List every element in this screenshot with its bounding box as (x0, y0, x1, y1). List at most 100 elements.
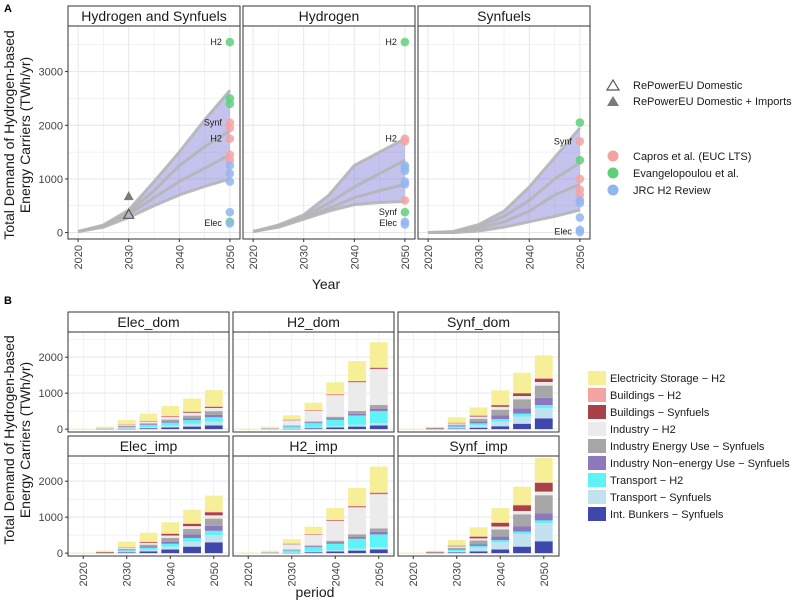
bar-segment-transport-h2-2050 (369, 534, 388, 548)
bar-segment-transport-synfuels-2025 (261, 428, 279, 430)
bar-segment-industry-non-energy-use-synfuels-2035 (304, 546, 323, 548)
bar-segment-int-bunkers-synfuels-2050 (369, 549, 388, 554)
bar-segment-industry-non-energy-use-synfuels-2030 (447, 425, 466, 427)
panel-b-ylabel-line1: Total Demand of Hydrogen-based (1, 335, 17, 544)
bar-segment-industry-non-energy-use-synfuels-2045 (183, 418, 201, 421)
bar-segment-transport-h2-2050 (369, 411, 388, 424)
bar-segment-transport-h2-2035 (469, 545, 488, 548)
bar-segment-buildings-h2-2030 (282, 419, 301, 421)
x-tick-label: 2040 (174, 245, 186, 269)
bar-segment-transport-synfuels-2050 (534, 408, 553, 419)
bar-segment-electricity-storage-h2-2025 (261, 426, 279, 428)
point-jrc (225, 177, 235, 186)
bar-segment-int-bunkers-synfuels-2045 (348, 426, 366, 430)
bar-segment-electricity-storage-h2-2020 (74, 552, 93, 554)
bar-segment-industry-h2-2025 (261, 551, 279, 553)
panel-a-label: A (4, 3, 12, 15)
bar-segment-transport-h2-2030 (282, 426, 301, 429)
swatch-int-bunkers-synfuels (588, 507, 606, 521)
point-jrc (575, 198, 585, 208)
x-tick-label: 2040 (330, 562, 342, 586)
bar-segment-industry-energy-use-synfuels-2050 (369, 528, 388, 532)
point-evangelopoulou (225, 99, 235, 109)
bar-segment-transport-synfuels-2050 (204, 421, 223, 426)
panel-b-ylabel: Total Demand of Hydrogen-based Energy Ca… (1, 335, 33, 544)
bar-segment-buildings-h2-2030 (447, 422, 466, 424)
bar-segment-electricity-storage-h2-2050 (369, 342, 388, 368)
bar-segment-industry-energy-use-synfuels-2040 (161, 538, 180, 542)
bar-segment-buildings-synfuels-2050 (204, 512, 223, 516)
bar-segment-industry-h2-2030 (117, 424, 136, 426)
bar-segment-int-bunkers-synfuels-2035 (139, 551, 158, 554)
point-jrc (225, 207, 235, 217)
bar-segment-industry-energy-use-synfuels-2035 (469, 540, 488, 545)
bar-segment-industry-energy-use-synfuels-2030 (117, 548, 136, 550)
bar-segment-industry-energy-use-synfuels-2040 (326, 416, 345, 419)
bar-segment-electricity-storage-h2-2040 (326, 382, 345, 395)
x-tick-label: 2050 (209, 562, 221, 586)
bar-segment-industry-h2-2040 (161, 535, 180, 539)
bar-segment-industry-h2-2025 (96, 428, 114, 429)
bar-segment-buildings-h2-2035 (469, 415, 488, 416)
bar-segment-electricity-storage-h2-2040 (161, 406, 180, 417)
point-capros (400, 137, 410, 146)
annotation-h2: H2 (210, 37, 222, 47)
open-triangle-icon (605, 78, 621, 91)
bar-segment-industry-non-energy-use-synfuels-2030 (282, 549, 301, 551)
panel-border (417, 25, 591, 240)
y-tick-label: 2000 (39, 120, 63, 132)
bar-segment-industry-h2-2025 (261, 427, 279, 429)
bar-segment-electricity-storage-h2-2035 (469, 407, 488, 416)
scenario-line-4 (77, 89, 232, 233)
bar-segment-industry-h2-2030 (282, 419, 301, 426)
bar-segment-buildings-h2-2040 (326, 394, 345, 395)
x-tick-label: 2020 (73, 245, 85, 269)
y-tick-label: 1000 (39, 512, 63, 524)
bar-segment-industry-energy-use-synfuels-2030 (117, 425, 136, 427)
bar-segment-electricity-storage-h2-2020 (239, 552, 258, 554)
bar-segment-transport-synfuels-2030 (282, 428, 301, 429)
bar-segment-industry-non-energy-use-synfuels-2030 (282, 425, 301, 427)
bar-segment-buildings-h2-2040 (161, 416, 180, 417)
x-tick-label: 2050 (575, 245, 587, 269)
bar-segment-int-bunkers-synfuels-2035 (139, 428, 158, 430)
bar-segment-int-bunkers-synfuels-2040 (491, 426, 510, 430)
bar-segment-int-bunkers-synfuels-2035 (304, 428, 323, 430)
bar-segment-transport-h2-2045 (183, 420, 201, 424)
panel-title: Elec_imp (120, 438, 178, 454)
bar-segment-buildings-synfuels-2045 (513, 505, 531, 512)
bar-segment-industry-h2-2040 (491, 406, 510, 410)
bar-panel-synf-dom: Synf_dom (397, 311, 560, 433)
bar-segment-transport-synfuels-2035 (469, 547, 488, 552)
bar-segment-industry-non-energy-use-synfuels-2040 (161, 421, 180, 423)
bar-segment-transport-synfuels-2025 (96, 428, 114, 430)
bar-segment-int-bunkers-synfuels-2040 (161, 427, 180, 430)
bar-segment-transport-synfuels-2040 (161, 425, 180, 428)
bar-segment-buildings-h2-2045 (183, 411, 201, 413)
bar-segment-buildings-h2-2050 (534, 482, 553, 483)
x-tick-label: 2020 (408, 562, 420, 586)
bar-segment-industry-h2-2020 (74, 552, 93, 554)
bar-segment-industry-energy-use-synfuels-2050 (204, 411, 223, 415)
bar-segment-industry-non-energy-use-synfuels-2030 (117, 549, 136, 551)
bar-segment-industry-energy-use-synfuels-2050 (534, 495, 553, 514)
bar-segment-transport-synfuels-2050 (534, 523, 553, 542)
bar-segment-electricity-storage-h2-2025 (426, 426, 444, 428)
bar-segment-industry-non-energy-use-synfuels-2050 (369, 531, 388, 535)
point-jrc (400, 179, 410, 189)
bar-segment-electricity-storage-h2-2025 (426, 550, 444, 552)
bar-segment-transport-h2-2030 (117, 550, 136, 552)
bar-panel-h2-imp: H2_imp 2020 2030 2040 2050 (232, 435, 395, 586)
bar-segment-buildings-synfuels-2040 (161, 416, 180, 418)
filled-triangle-icon (607, 96, 619, 106)
bar-segment-buildings-h2-2050 (369, 492, 388, 494)
x-tick-label: 2040 (349, 245, 361, 269)
bar-segment-industry-non-energy-use-synfuels-2040 (491, 536, 510, 541)
x-tick-label: 2030 (287, 562, 299, 586)
point-jrc (225, 169, 235, 178)
point-capros (575, 174, 585, 184)
x-tick-label: 2020 (78, 562, 90, 586)
bar-segment-buildings-synfuels-2035 (304, 534, 323, 535)
bar-segment-industry-energy-use-synfuels-2025 (261, 552, 279, 553)
panel-title: Synf_dom (447, 314, 510, 330)
